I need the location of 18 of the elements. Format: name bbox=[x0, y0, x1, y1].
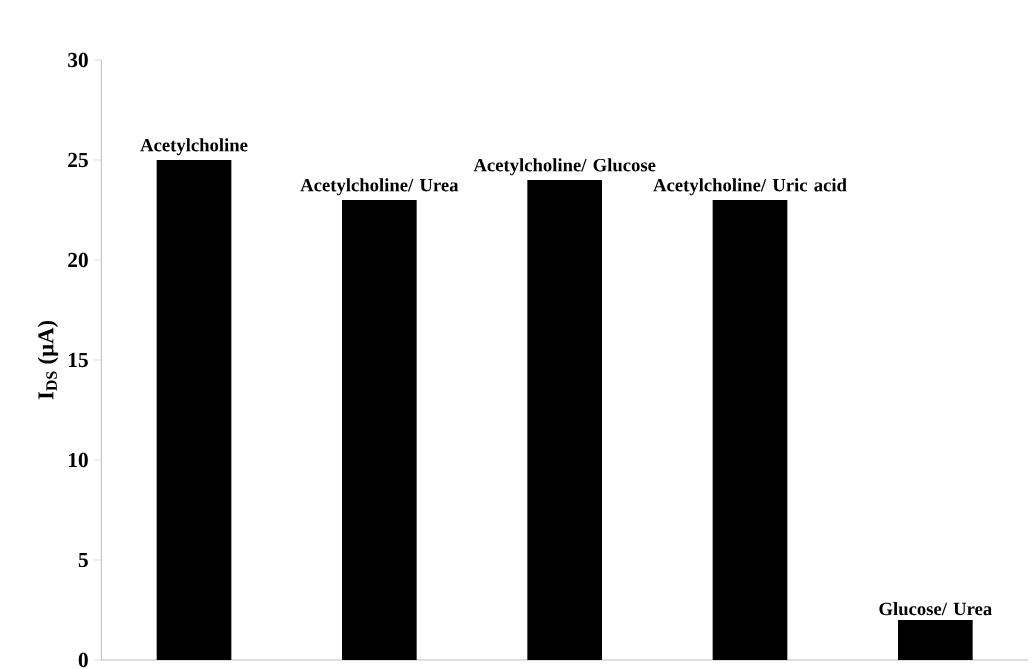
y-tick-label: 25 bbox=[68, 152, 88, 167]
y-tick-label: 10 bbox=[69, 452, 88, 468]
bar bbox=[898, 619, 973, 660]
x-tick-label: Acetylcholine/ Glucose bbox=[473, 158, 656, 176]
x-tick-label: Glucose/ Urea bbox=[879, 601, 992, 616]
y-axis-title: I$_{DS}$ (µA) bbox=[37, 320, 59, 400]
y-tick-label: 30 bbox=[68, 52, 88, 68]
y-tick-label: 0 bbox=[78, 652, 88, 668]
y-tick-label: 15 bbox=[69, 352, 88, 367]
bar bbox=[342, 199, 417, 660]
bar bbox=[527, 179, 602, 660]
x-tick-label: Acetylcholine/ Uric acid bbox=[653, 178, 847, 196]
y-tick-label: 20 bbox=[68, 252, 88, 268]
bar bbox=[156, 159, 232, 660]
y-tick-label: 5 bbox=[78, 552, 88, 567]
x-tick-label: Acetylcholine bbox=[140, 138, 248, 156]
bar bbox=[712, 199, 788, 660]
x-tick-label: Acetylcholine/ Urea bbox=[300, 178, 459, 196]
